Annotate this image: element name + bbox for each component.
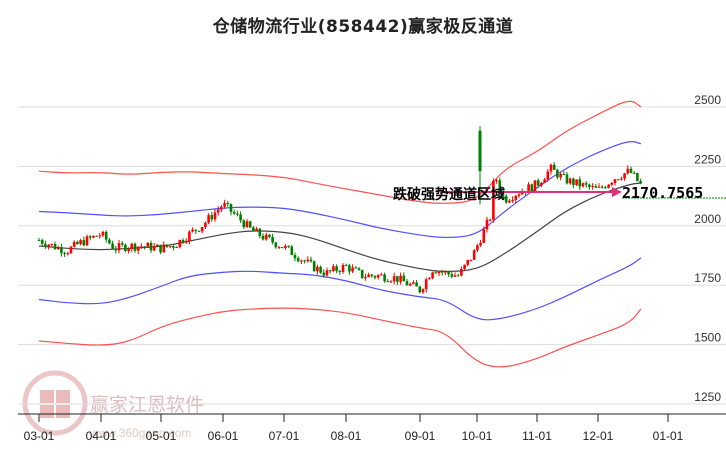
- x-tick-label: 09-01: [405, 429, 436, 443]
- y-tick-label: 1250: [694, 390, 721, 404]
- annotation-label: 跌破强势通道区域: [393, 186, 505, 203]
- middle_line-line: [38, 182, 641, 273]
- y-tick-label: 2500: [694, 93, 721, 107]
- channel-lines: [38, 100, 642, 368]
- last-value-label: 2170.7565: [622, 184, 703, 202]
- y-tick-label: 1500: [694, 331, 721, 345]
- y-tick-label: 1750: [694, 271, 721, 285]
- candlesticks: [37, 126, 642, 295]
- x-tick-label: 04-01: [86, 429, 117, 443]
- arrow-head-icon: [612, 187, 622, 197]
- x-tick-label: 05-01: [146, 429, 177, 443]
- x-tick-label: 12-01: [583, 429, 614, 443]
- x-tick-label: 07-01: [269, 429, 300, 443]
- y-tick-label: 2000: [694, 212, 721, 226]
- x-tick-label: 01-01: [653, 429, 684, 443]
- watermark-brand: 赢家江恩软件: [90, 394, 204, 416]
- gridlines: [18, 106, 726, 405]
- x-tick-label: 11-01: [522, 429, 552, 443]
- x-tick-label: 03-01: [24, 429, 55, 443]
- watermark-url: www.360gann.com: [89, 426, 191, 440]
- x-tick-label: 08-01: [331, 429, 362, 443]
- inner_upper_channel-line: [38, 141, 642, 239]
- x-tick-label: 06-01: [208, 429, 239, 443]
- y-tick-label: 2250: [694, 152, 721, 166]
- inner_lower_channel-line: [38, 257, 642, 321]
- outer_lower_channel-line: [38, 307, 642, 368]
- watermark: 赢家江恩软件 www.360gann.com: [22, 370, 204, 440]
- y-axis: 2500 2250 2000 1750 1500 1250: [694, 93, 721, 404]
- x-axis: 03-01 04-01 05-01 06-01 07-01 08-01 09-01 10-01…: [18, 413, 726, 443]
- x-tick-label: 10-01: [462, 429, 493, 443]
- breakdown-annotation: 跌破强势通道区域 2170.7565: [393, 184, 726, 203]
- outer_upper_channel-line: [38, 100, 642, 204]
- chart-title: 仓储物流行业(858442)赢家极反通道: [212, 17, 514, 37]
